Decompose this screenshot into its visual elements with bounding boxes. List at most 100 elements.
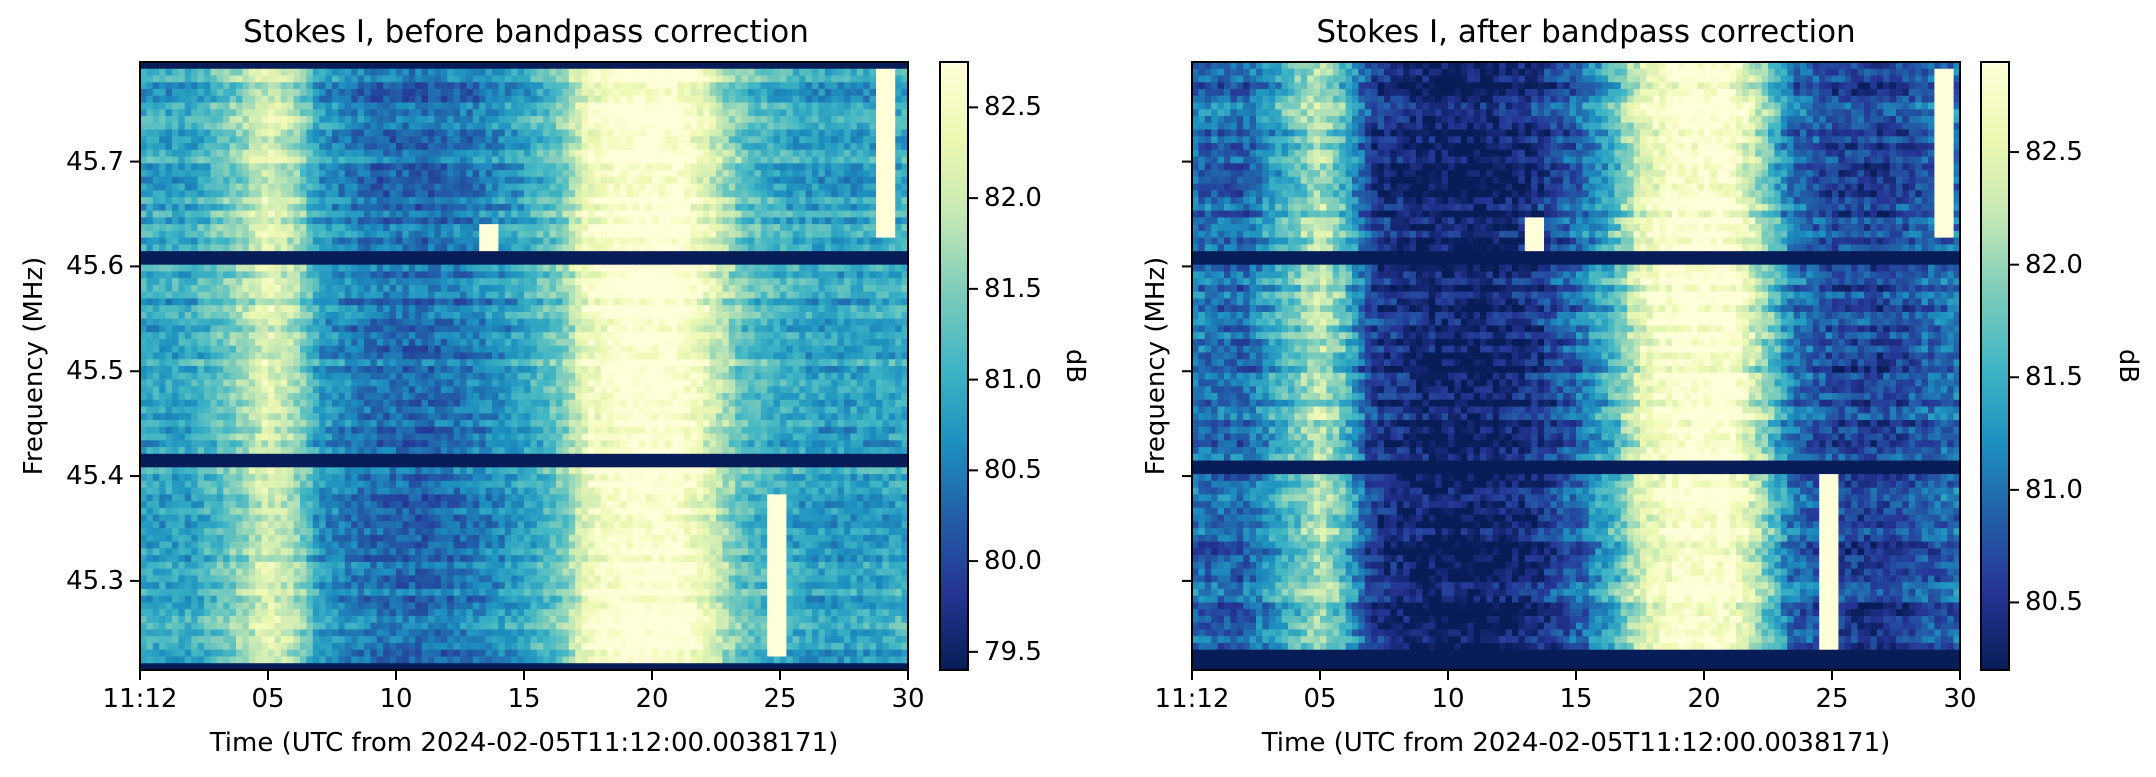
heatmap-cell xyxy=(844,291,851,300)
heatmap-cell xyxy=(210,75,218,83)
heatmap-cell xyxy=(677,156,685,164)
heatmap-cell xyxy=(511,75,519,83)
heatmap-cell xyxy=(530,136,538,144)
heatmap-cell xyxy=(671,284,679,293)
heatmap-cell xyxy=(888,75,896,83)
heatmap-cell xyxy=(530,264,538,273)
heatmap-cell xyxy=(146,170,154,178)
heatmap-cell xyxy=(408,298,416,306)
heatmap-cell xyxy=(780,95,787,104)
heatmap-cell xyxy=(600,163,608,171)
heatmap-cell xyxy=(690,95,698,104)
heatmap-cell xyxy=(728,257,736,266)
heatmap-cell xyxy=(216,230,224,239)
heatmap-cell xyxy=(543,230,551,239)
heatmap-cell xyxy=(530,109,538,117)
heatmap-cell xyxy=(479,109,487,117)
heatmap-cell xyxy=(383,129,391,137)
heatmap-cell xyxy=(568,217,576,225)
heatmap-cell xyxy=(338,278,346,286)
heatmap-cell xyxy=(332,62,339,70)
heatmap-cell xyxy=(255,237,263,245)
heatmap-cell xyxy=(575,190,583,198)
heatmap-cell xyxy=(556,170,563,178)
heatmap-cell xyxy=(524,109,531,117)
heatmap-cell xyxy=(408,230,416,239)
heatmap-cell xyxy=(639,278,647,286)
heatmap-cell xyxy=(575,284,583,293)
heatmap-cell xyxy=(568,332,576,340)
heatmap-cell xyxy=(831,325,839,333)
heatmap-cell xyxy=(536,271,544,279)
heatmap-cell xyxy=(280,129,288,137)
heatmap-cell xyxy=(517,284,525,293)
heatmap-cell xyxy=(152,183,160,191)
heatmap-cell xyxy=(600,95,608,104)
heatmap-cell xyxy=(690,109,698,117)
heatmap-cell xyxy=(466,190,474,198)
heatmap-cell xyxy=(242,176,250,185)
heatmap-cell xyxy=(396,257,403,266)
heatmap-cell xyxy=(376,82,384,90)
heatmap-cell xyxy=(607,217,615,225)
heatmap-cell xyxy=(453,318,461,327)
heatmap-cell xyxy=(626,271,634,279)
heatmap-cell xyxy=(716,318,723,327)
heatmap-cell xyxy=(888,224,896,232)
heatmap-cell xyxy=(607,109,615,117)
heatmap-cell xyxy=(408,217,416,225)
heatmap-cell xyxy=(888,230,896,239)
heatmap-cell xyxy=(792,325,800,333)
heatmap-cell xyxy=(389,217,397,225)
heatmap-cell xyxy=(524,75,531,83)
heatmap-cell xyxy=(831,89,839,97)
heatmap-cell xyxy=(818,102,826,110)
heatmap-cell xyxy=(319,332,327,340)
heatmap-cell xyxy=(178,210,186,218)
heatmap-cell xyxy=(767,129,775,137)
heatmap-cell xyxy=(543,325,551,333)
heatmap-cell xyxy=(152,116,160,124)
heatmap-cell xyxy=(287,89,295,97)
heatmap-cell xyxy=(850,62,858,70)
heatmap-cell xyxy=(268,170,275,178)
heatmap-cell xyxy=(831,284,839,293)
heatmap-cell xyxy=(709,68,717,77)
heatmap-cell xyxy=(792,149,800,158)
heatmap-cell xyxy=(415,257,423,266)
heatmap-cell xyxy=(229,224,237,232)
heatmap-cell xyxy=(300,197,307,205)
heatmap-cell xyxy=(184,251,192,259)
heatmap-cell xyxy=(472,183,480,191)
heatmap-cell xyxy=(504,318,512,327)
heatmap-cell xyxy=(274,325,282,333)
heatmap-cell xyxy=(485,203,493,212)
heatmap-cell xyxy=(146,95,154,104)
heatmap-cell xyxy=(338,298,346,306)
heatmap-cell xyxy=(818,136,826,144)
heatmap-cell xyxy=(319,244,327,252)
heatmap-cell xyxy=(543,210,551,218)
heatmap-cell xyxy=(408,203,416,212)
heatmap-cell xyxy=(805,210,813,218)
heatmap-cell xyxy=(440,244,448,252)
heatmap-cell xyxy=(863,62,871,70)
heatmap-cell xyxy=(146,278,154,286)
heatmap-cell xyxy=(376,122,384,131)
heatmap-cell xyxy=(140,82,147,90)
heatmap-cell xyxy=(812,116,819,124)
heatmap-cell xyxy=(376,62,384,70)
heatmap-cell xyxy=(607,122,615,131)
heatmap-cell xyxy=(581,75,589,83)
heatmap-cell xyxy=(741,170,749,178)
heatmap-cell xyxy=(543,257,551,266)
heatmap-cell xyxy=(594,264,602,273)
heatmap-cell xyxy=(684,149,691,158)
heatmap-cell xyxy=(485,325,493,333)
heatmap-cell xyxy=(690,89,698,97)
heatmap-cell xyxy=(223,257,231,266)
heatmap-cell xyxy=(370,210,378,218)
heatmap-cell xyxy=(888,291,896,300)
heatmap-cell xyxy=(703,102,711,110)
heatmap-cell xyxy=(741,291,749,300)
